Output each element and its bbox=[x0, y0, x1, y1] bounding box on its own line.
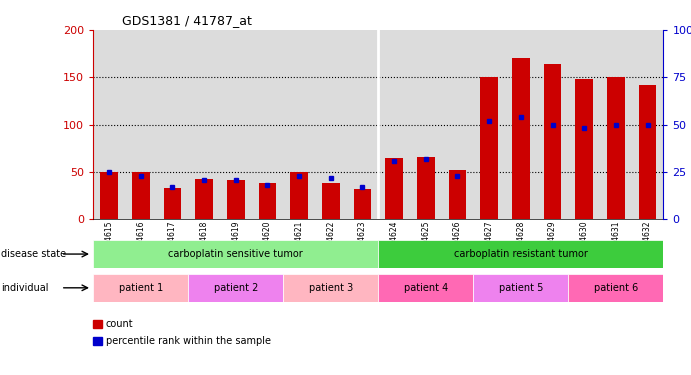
Bar bbox=[379, 274, 473, 302]
Bar bbox=[283, 274, 379, 302]
Bar bbox=[227, 180, 245, 219]
Bar bbox=[473, 274, 568, 302]
Bar bbox=[576, 79, 593, 219]
Bar bbox=[448, 170, 466, 219]
Bar bbox=[379, 240, 663, 268]
Bar bbox=[93, 274, 188, 302]
Text: patient 2: patient 2 bbox=[214, 283, 258, 293]
Bar bbox=[568, 274, 663, 302]
Text: patient 6: patient 6 bbox=[594, 283, 638, 293]
Text: GDS1381 / 41787_at: GDS1381 / 41787_at bbox=[122, 15, 252, 27]
Bar bbox=[132, 172, 149, 219]
Text: individual: individual bbox=[1, 283, 49, 293]
Text: carboplatin sensitive tumor: carboplatin sensitive tumor bbox=[169, 249, 303, 259]
Text: patient 4: patient 4 bbox=[404, 283, 448, 293]
Bar bbox=[258, 183, 276, 219]
Text: count: count bbox=[106, 319, 133, 329]
Bar bbox=[607, 77, 625, 219]
Text: patient 5: patient 5 bbox=[499, 283, 543, 293]
Bar bbox=[417, 157, 435, 219]
Bar bbox=[188, 274, 283, 302]
Bar bbox=[638, 85, 656, 219]
Bar bbox=[93, 240, 379, 268]
Bar bbox=[290, 172, 308, 219]
Bar bbox=[322, 183, 339, 219]
Bar bbox=[354, 189, 371, 219]
Bar bbox=[480, 77, 498, 219]
Bar bbox=[164, 188, 181, 219]
Text: patient 3: patient 3 bbox=[309, 283, 353, 293]
Bar bbox=[512, 58, 529, 219]
Bar bbox=[386, 158, 403, 219]
Bar bbox=[196, 178, 213, 219]
Text: patient 1: patient 1 bbox=[119, 283, 163, 293]
Bar bbox=[100, 172, 118, 219]
Text: carboplatin resistant tumor: carboplatin resistant tumor bbox=[454, 249, 588, 259]
Text: disease state: disease state bbox=[1, 249, 66, 259]
Text: percentile rank within the sample: percentile rank within the sample bbox=[106, 336, 271, 346]
Bar bbox=[544, 64, 561, 219]
